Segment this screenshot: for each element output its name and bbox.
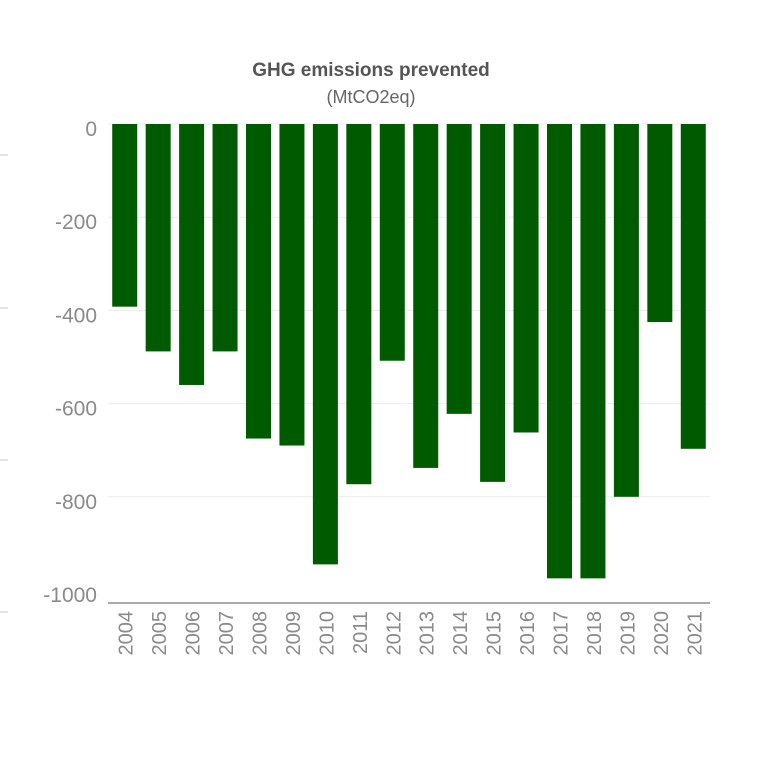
bar-2007 [212, 124, 238, 352]
chart-title: GHG emissions prevented [252, 60, 490, 81]
x-tick-label: 2007 [216, 611, 238, 656]
bar-2016 [513, 124, 539, 433]
bar-2018 [580, 124, 606, 579]
bar-2020 [647, 124, 673, 323]
left-edge-marks [0, 154, 8, 613]
bar-2021 [680, 124, 706, 449]
y-tick-label: -1000 [43, 584, 97, 607]
y-tick-label: 0 [85, 118, 97, 141]
y-tick-label: -200 [55, 211, 97, 234]
chart-subtitle: (MtCO2eq) [326, 87, 415, 107]
bar-2005 [145, 124, 171, 352]
x-tick-label: 2006 [183, 611, 205, 656]
bar-2017 [547, 124, 572, 579]
bar-2011 [346, 124, 372, 485]
bar-2012 [379, 124, 405, 361]
x-tick-label: 2018 [584, 611, 606, 656]
x-tick-label: 2012 [383, 611, 405, 656]
bar-2008 [246, 124, 271, 439]
x-tick-label: 2009 [283, 611, 305, 656]
bars [112, 124, 706, 579]
x-tick-label: 2013 [417, 611, 439, 656]
x-tick-label: 2005 [149, 611, 171, 656]
x-tick-label: 2019 [617, 611, 639, 656]
x-axis-ticks: 2004 2005 2006 2007 2008 2009 2010 2011 2012 2013… [116, 611, 707, 656]
bar-2015 [480, 124, 506, 482]
gridlines [108, 123, 710, 498]
x-tick-label: 2017 [551, 611, 573, 656]
bar-2006 [179, 124, 205, 385]
bar-2010 [312, 124, 338, 565]
y-tick-label: -400 [55, 304, 97, 327]
bar-2019 [613, 124, 639, 497]
bar-2014 [446, 124, 472, 414]
x-tick-label: 2021 [684, 611, 706, 656]
y-axis-ticks: 0 -200 -400 -600 -800 -1000 [43, 118, 97, 607]
x-tick-label: 2011 [350, 611, 372, 654]
x-tick-label: 2015 [484, 611, 506, 656]
bar-2004 [112, 124, 138, 307]
y-tick-label: -600 [55, 398, 97, 421]
x-tick-label: 2008 [250, 611, 272, 656]
x-tick-label: 2010 [316, 611, 338, 656]
x-tick-label: 2020 [651, 611, 673, 656]
x-tick-label: 2014 [450, 611, 472, 656]
bar-2013 [413, 124, 439, 468]
bar-2009 [279, 124, 305, 446]
y-tick-label: -800 [55, 491, 97, 514]
x-tick-label: 2004 [116, 611, 138, 656]
x-tick-label: 2016 [517, 611, 539, 656]
